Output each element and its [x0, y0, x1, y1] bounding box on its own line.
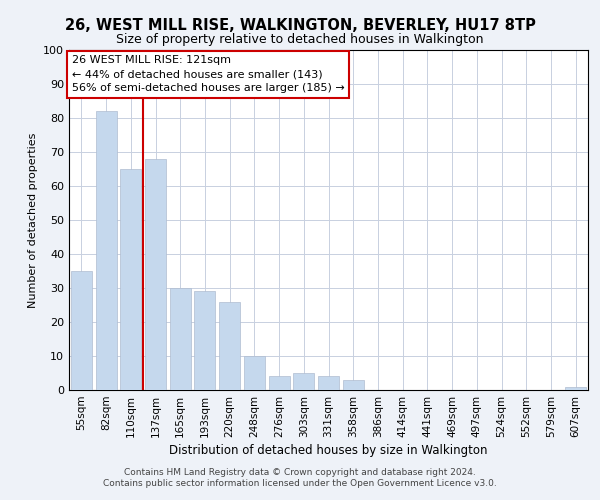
Bar — [293, 373, 314, 390]
Bar — [95, 111, 116, 390]
Bar — [194, 292, 215, 390]
Bar — [120, 169, 141, 390]
Bar — [71, 271, 92, 390]
Bar — [145, 159, 166, 390]
Bar — [565, 386, 586, 390]
Text: 26 WEST MILL RISE: 121sqm
← 44% of detached houses are smaller (143)
56% of semi: 26 WEST MILL RISE: 121sqm ← 44% of detac… — [71, 55, 344, 93]
Text: 26, WEST MILL RISE, WALKINGTON, BEVERLEY, HU17 8TP: 26, WEST MILL RISE, WALKINGTON, BEVERLEY… — [65, 18, 535, 32]
Text: Size of property relative to detached houses in Walkington: Size of property relative to detached ho… — [116, 32, 484, 46]
Bar — [269, 376, 290, 390]
Text: Contains HM Land Registry data © Crown copyright and database right 2024.
Contai: Contains HM Land Registry data © Crown c… — [103, 468, 497, 487]
Bar — [318, 376, 339, 390]
Y-axis label: Number of detached properties: Number of detached properties — [28, 132, 38, 308]
Bar — [244, 356, 265, 390]
Bar — [219, 302, 240, 390]
Bar — [343, 380, 364, 390]
Bar — [170, 288, 191, 390]
X-axis label: Distribution of detached houses by size in Walkington: Distribution of detached houses by size … — [169, 444, 488, 457]
